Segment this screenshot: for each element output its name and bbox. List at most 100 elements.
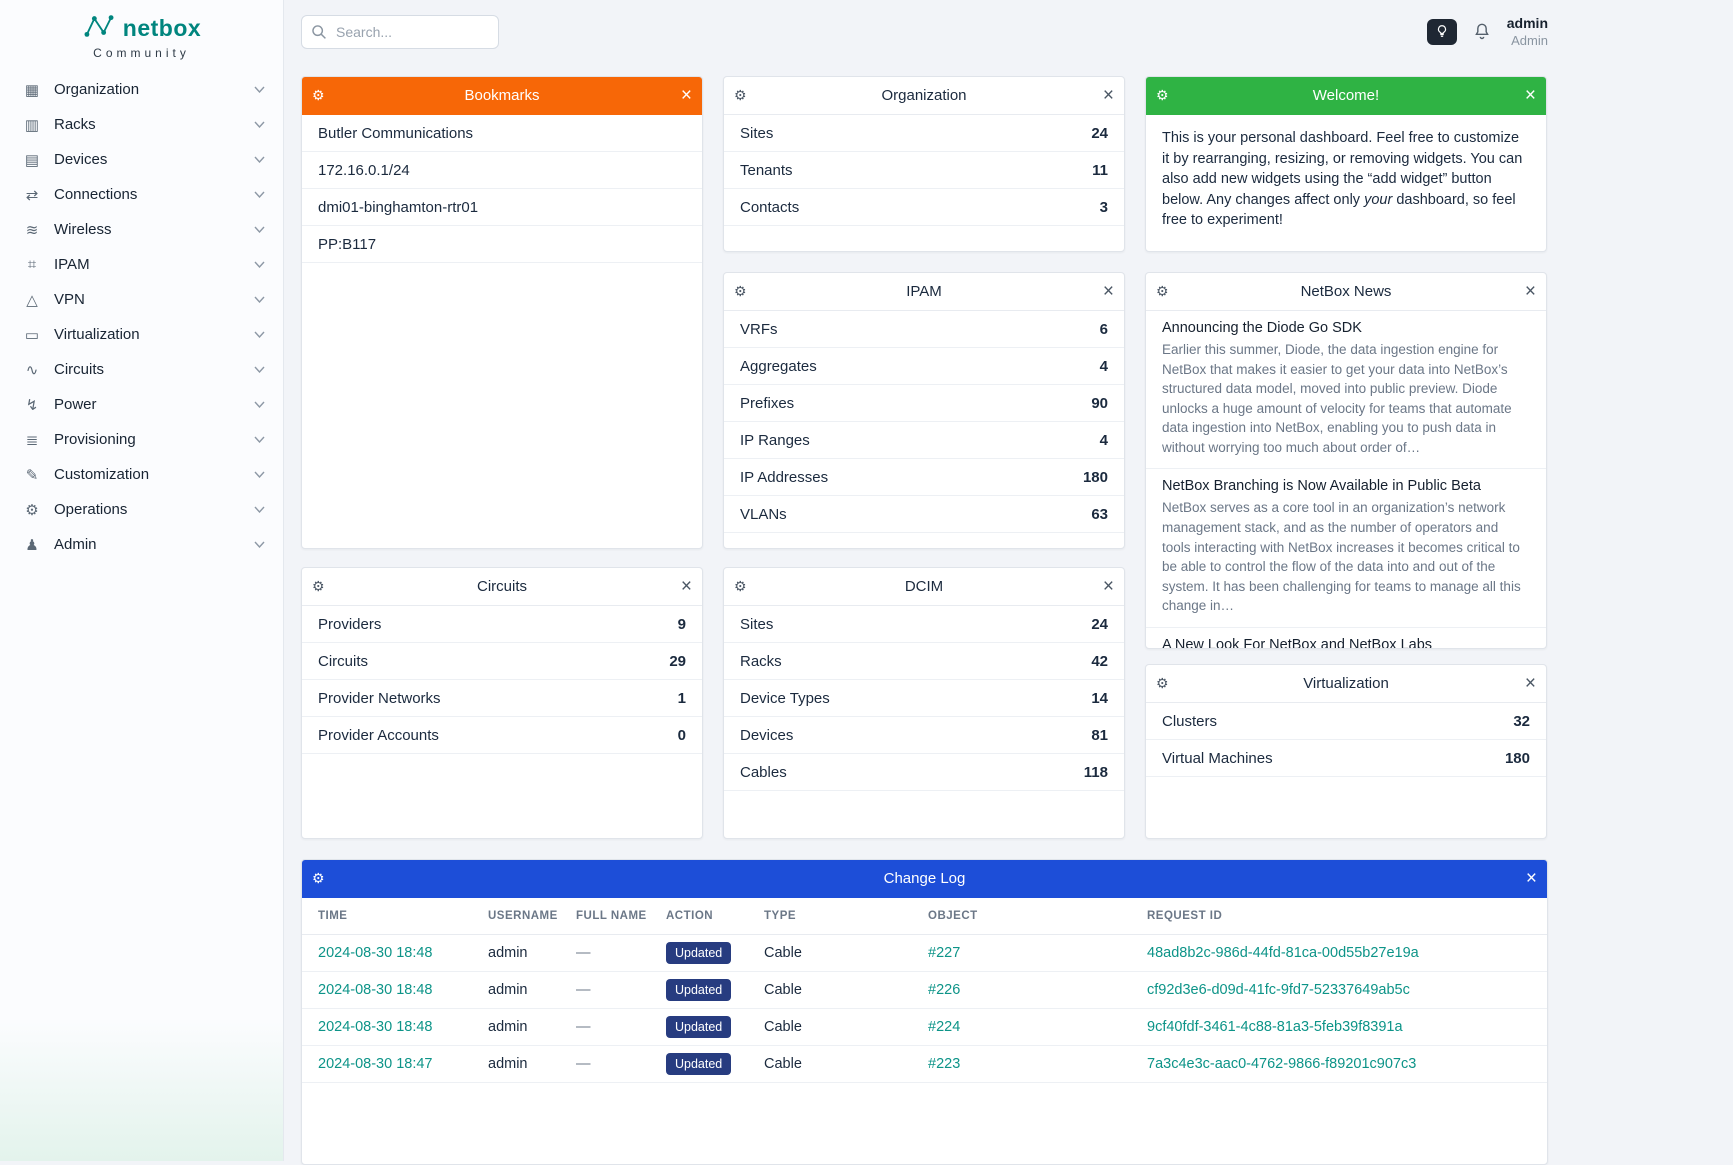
widget-close-button[interactable]: × [1090,86,1114,105]
dashboard-grid: ⚙ Bookmarks × Butler Communications 172.… [301,76,1548,839]
widget-config-button[interactable]: ⚙ [734,578,758,595]
sidebar-item-operations[interactable]: ⚙ Operations [0,492,283,527]
sidebar-item-ipam[interactable]: ⌗ IPAM [0,247,283,282]
stat-row[interactable]: IP Addresses 180 [724,459,1124,496]
stat-label: VLANs [740,505,787,523]
stat-row[interactable]: Sites 24 [724,115,1124,152]
sidebar-item-vpn[interactable]: △ VPN [0,282,283,317]
time-link[interactable]: 2024-08-30 18:47 [318,1056,433,1072]
sidebar-item-power[interactable]: ↯ Power [0,387,283,422]
sidebar-item-label: Provisioning [54,431,136,448]
widget-config-button[interactable]: ⚙ [734,283,758,300]
stat-row[interactable]: Device Types 14 [724,680,1124,717]
user-menu[interactable]: admin Admin [1507,15,1548,49]
stat-value: 4 [1099,357,1108,375]
stat-value: 81 [1091,726,1108,744]
stat-row[interactable]: Virtual Machines 180 [1146,740,1546,777]
wave-icon: ∿ [25,361,39,379]
stat-value: 180 [1082,468,1108,486]
sidebar-item-circuits[interactable]: ∿ Circuits [0,352,283,387]
stat-label: IP Ranges [740,431,810,449]
action-badge: Updated [666,1016,732,1038]
widget-config-button[interactable]: ⚙ [1156,283,1180,300]
sidebar-item-virtualization[interactable]: ▭ Virtualization [0,317,283,352]
object-link[interactable]: #226 [928,982,961,998]
widget-config-button[interactable]: ⚙ [1156,87,1180,104]
stat-row[interactable]: Sites 24 [724,606,1124,643]
stat-row[interactable]: VRFs 6 [724,311,1124,348]
bookmark-link[interactable]: 172.16.0.1/24 [302,152,702,189]
widget-close-button[interactable]: × [1090,282,1114,301]
widget-close-button[interactable]: × [668,577,692,596]
widget-close-button[interactable]: × [668,86,692,105]
fullname-cell: — [576,945,591,961]
news-headline-link[interactable]: Announcing the Diode Go SDK [1162,320,1362,336]
stat-row[interactable]: Providers 9 [302,606,702,643]
chevron-down-icon [254,191,265,198]
request-id-link[interactable]: 9cf40fdf-3461-4c88-81a3-5feb39f8391a [1147,1019,1403,1035]
time-link[interactable]: 2024-08-30 18:48 [318,945,433,961]
sidebar-item-organization[interactable]: ▦ Organization [0,72,283,107]
stat-row[interactable]: Devices 81 [724,717,1124,754]
sidebar-item-admin[interactable]: ♟ Admin [0,527,283,562]
cable-icon: ⇄ [25,186,39,204]
stat-row[interactable]: Contacts 3 [724,189,1124,226]
virtualization-widget: ⚙ Virtualization × Clusters 32 Virtual M… [1145,664,1547,839]
widget-close-button[interactable]: × [1090,577,1114,596]
chevron-down-icon [254,121,265,128]
widget-close-button[interactable]: × [1512,86,1536,105]
widget-close-button[interactable]: × [1513,869,1537,888]
search-input[interactable] [301,15,499,49]
object-link[interactable]: #223 [928,1056,961,1072]
stat-label: IP Addresses [740,468,829,486]
stat-row[interactable]: Cables 118 [724,754,1124,791]
sidebar-item-customization[interactable]: ✎ Customization [0,457,283,492]
object-link[interactable]: #224 [928,1019,961,1035]
widget-close-button[interactable]: × [1512,674,1536,693]
widget-config-button[interactable]: ⚙ [734,87,758,104]
time-link[interactable]: 2024-08-30 18:48 [318,1019,433,1035]
widget-config-button[interactable]: ⚙ [312,578,336,595]
sidebar-item-label: Virtualization [54,326,140,343]
stat-row[interactable]: Aggregates 4 [724,348,1124,385]
building-icon: ▦ [24,81,40,99]
object-link[interactable]: #227 [928,945,961,961]
type-cell: Cable [764,945,802,961]
stat-label: Devices [740,726,794,744]
sidebar-item-connections[interactable]: ⇄ Connections [0,177,283,212]
bookmark-link[interactable]: PP:B117 [302,226,702,263]
search-icon [311,24,327,40]
notifications-button[interactable] [1472,21,1492,44]
stat-label: Device Types [740,689,830,707]
news-headline-link[interactable]: NetBox Branching is Now Available in Pub… [1162,478,1481,495]
sidebar-item-provisioning[interactable]: ≣ Provisioning [0,422,283,457]
bookmark-link[interactable]: dmi01-binghamton-rtr01 [302,189,702,226]
stat-row[interactable]: Prefixes 90 [724,385,1124,422]
news-headline-link[interactable]: A New Look For NetBox and NetBox Labs [1162,636,1433,649]
stat-row[interactable]: Circuits 29 [302,643,702,680]
changelog-table-body: 2024-08-30 18:48 admin — Updated Cable #… [302,935,1547,1083]
stat-row[interactable]: Tenants 11 [724,152,1124,189]
sidebar-item-wireless[interactable]: ≋ Wireless [0,212,283,247]
stat-row[interactable]: Racks 42 [724,643,1124,680]
time-link[interactable]: 2024-08-30 18:48 [318,982,433,998]
widget-config-button[interactable]: ⚙ [312,870,336,887]
stat-row[interactable]: Provider Networks 1 [302,680,702,717]
theme-toggle-button[interactable] [1426,19,1457,45]
sidebar-item-racks[interactable]: ▥ Racks [0,107,283,142]
stat-row[interactable]: Clusters 32 [1146,703,1546,740]
request-id-link[interactable]: 7a3c4e3c-aac0-4762-9866-f89201c907c3 [1147,1056,1417,1072]
request-id-link[interactable]: 48ad8b2c-986d-44fd-81ca-00d55b27e19a [1147,945,1419,961]
stat-row[interactable]: Provider Accounts 0 [302,717,702,754]
widget-config-button[interactable]: ⚙ [312,87,336,104]
widget-title: Change Log [883,870,966,887]
sidebar-item-devices[interactable]: ▤ Devices [0,142,283,177]
news-excerpt: Earlier this summer, Diode, the data ing… [1162,342,1512,455]
widget-config-button[interactable]: ⚙ [1156,675,1180,692]
stat-row[interactable]: VLANs 63 [724,496,1124,533]
request-id-link[interactable]: cf92d3e6-d09d-41fc-9fd7-52337649ab5c [1147,982,1410,998]
stat-row[interactable]: IP Ranges 4 [724,422,1124,459]
bookmark-link[interactable]: Butler Communications [302,115,702,152]
brand-name[interactable]: netbox [122,15,202,41]
widget-close-button[interactable]: × [1512,282,1536,301]
